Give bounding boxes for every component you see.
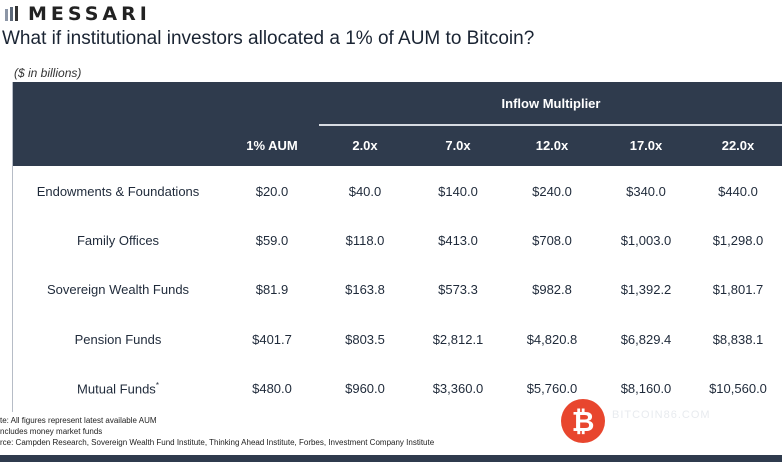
table-cell: $8,160.0: [620, 380, 672, 396]
col-header-22x: 22.0x: [721, 138, 755, 153]
row-label-text: Endowments & Foundations: [36, 184, 200, 199]
table-cell: $118.0: [345, 233, 385, 249]
table-cell: $960.0: [345, 380, 385, 396]
row-label-text: Family Offices: [76, 233, 160, 249]
inflow-multiplier-header: Inflow Multiplier: [501, 96, 601, 111]
table-cell: $140.0: [438, 184, 478, 199]
col-header-17x: 17.0x: [629, 138, 663, 153]
brand-name: MESSARI: [28, 3, 151, 25]
footnotes: te: All figures represent latest availab…: [0, 415, 434, 448]
table-cell: $573.3: [438, 282, 478, 298]
col-header-12x: 12.0x: [535, 138, 569, 153]
table-cell: $413.0: [438, 233, 478, 249]
bitcoin-logo-icon: ₿: [561, 399, 605, 443]
table-cell: $440.0: [718, 184, 758, 199]
table-cell: $1,392.2: [620, 282, 672, 298]
table-cell: $1,298.0: [712, 233, 764, 249]
table-cell: $480.0: [252, 380, 292, 396]
table-cell: $803.5: [345, 331, 385, 347]
table-row: Family Offices $59.0 $118.0 $413.0 $708.0 $1,…: [13, 215, 782, 264]
messari-logo: MESSARI: [4, 3, 151, 25]
table-row: Mutual Funds* $480.0 $960.0 $3,360.0 $5,760.…: [13, 363, 782, 412]
table-cell: $81.9: [255, 282, 289, 298]
table-cell: $2,812.1: [432, 331, 484, 347]
table-cell: $4,820.8: [526, 331, 578, 347]
group-header-divider: [319, 124, 782, 126]
table-cell: $240.0: [532, 184, 572, 199]
row-label: Mutual Funds*: [13, 381, 223, 396]
table-row: Pension Funds $401.7 $803.5 $2,812.1 $4,820.…: [13, 314, 782, 363]
bottom-bar: [0, 455, 782, 462]
row-label: Pension Funds: [13, 332, 223, 347]
page-title: What if institutional investors allocate…: [2, 28, 535, 49]
table-cell: $3,360.0: [432, 380, 484, 396]
row-label: Sovereign Wealth Funds: [13, 282, 223, 297]
table-cell: $6,829.4: [620, 331, 672, 347]
watermark-text: BITCOIN86.COM: [612, 409, 711, 421]
table-row: Sovereign Wealth Funds $81.9 $163.8 $573.3 $…: [13, 264, 782, 313]
footnote-marker: *: [155, 380, 159, 390]
row-label: Endowments & Foundations: [13, 184, 223, 199]
table-cell: $20.0: [255, 184, 289, 199]
table-cell: $708.0: [532, 233, 572, 249]
table-cell: $40.0: [348, 184, 382, 199]
footnote-line: ncludes money market funds: [0, 427, 103, 436]
table-cell: $982.8: [532, 282, 572, 298]
footnote-line: rce: Campden Research, Sovereign Wealth …: [0, 438, 435, 447]
table-cell: $1,801.7: [712, 282, 764, 298]
table-cell: $340.0: [626, 184, 666, 199]
row-label-text: Pension Funds: [74, 331, 162, 347]
table-cell: $401.7: [252, 331, 292, 347]
row-label-text: Mutual Funds: [77, 381, 156, 397]
table-cell: $8,838.1: [712, 331, 764, 347]
table-cell: $1,003.0: [620, 233, 672, 249]
table-row: Endowments & Foundations $20.0 $40.0 $140.0…: [13, 166, 782, 215]
table-header: Inflow Multiplier 1% AUM 2.0x 7.0x 12.0x…: [13, 82, 782, 166]
footnote-line: te: All figures represent latest availab…: [0, 416, 157, 425]
row-label: Family Offices: [13, 233, 223, 248]
col-header-2x: 2.0x: [352, 138, 378, 153]
aum-table: Inflow Multiplier 1% AUM 2.0x 7.0x 12.0x…: [12, 82, 782, 412]
table-cell: $59.0: [255, 233, 289, 249]
messari-logo-icon: [5, 6, 18, 21]
col-header-7x: 7.0x: [445, 138, 471, 153]
table-cell: $163.8: [345, 282, 385, 298]
row-label-text: Sovereign Wealth Funds: [46, 282, 190, 298]
col-header-aum: 1% AUM: [246, 138, 298, 153]
table-cell: $10,560.0: [709, 380, 767, 396]
unit-note: ($ in billions): [14, 66, 82, 80]
table-cell: $5,760.0: [526, 380, 578, 396]
